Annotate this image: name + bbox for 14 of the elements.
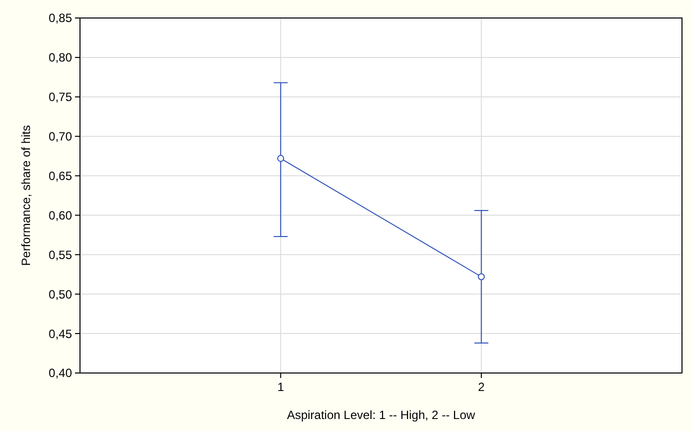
y-tick-label: 0,65 bbox=[48, 168, 72, 183]
y-tick-label: 0,40 bbox=[48, 366, 72, 380]
x-tick-label: 2 bbox=[478, 380, 485, 394]
y-tick-label: 0,55 bbox=[48, 248, 72, 262]
y-axis-title: Performance, share of hits bbox=[19, 125, 33, 266]
y-tick-label: 0,70 bbox=[48, 130, 72, 144]
y-tick-label: 0,75 bbox=[48, 90, 72, 104]
y-tick-label: 0,80 bbox=[48, 50, 72, 65]
y-tick-label: 0,45 bbox=[48, 326, 72, 341]
y-tick-label: 0,50 bbox=[48, 287, 72, 302]
y-tick-label: 0,85 bbox=[48, 11, 72, 26]
y-tick-label: 0,60 bbox=[48, 208, 72, 222]
x-axis-title: Aspiration Level: 1 -- High, 2 -- Low bbox=[286, 408, 476, 422]
x-tick-label: 1 bbox=[277, 380, 284, 394]
